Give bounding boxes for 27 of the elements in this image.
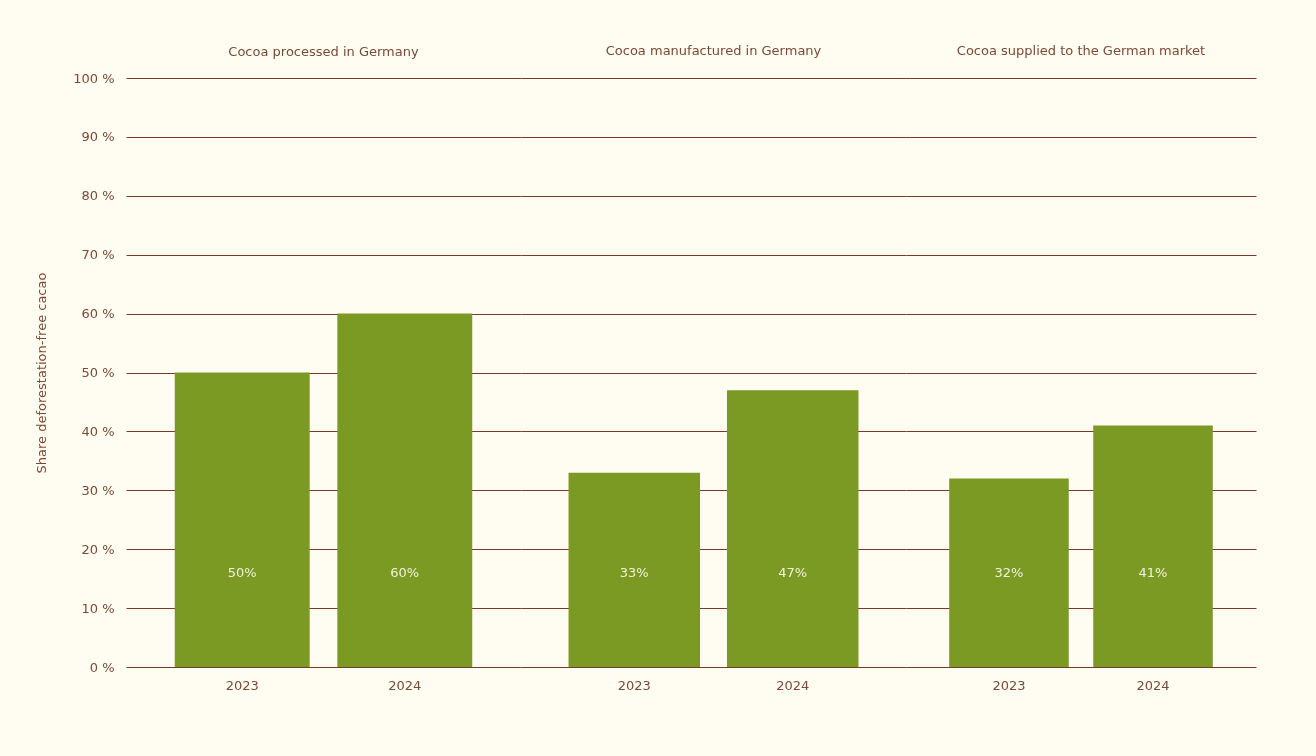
y-axis-title: Share deforestation-free cacao <box>34 272 50 474</box>
x-tick-label: 2024 <box>776 677 810 693</box>
data-label: 60% <box>390 564 420 580</box>
x-tick-label: 2023 <box>225 677 259 693</box>
data-label: 33% <box>619 564 649 580</box>
data-label: 32% <box>994 564 1024 580</box>
y-tick-label: 10 % <box>81 600 115 616</box>
y-tick-label: 60 % <box>81 306 115 322</box>
x-tick-label: 2024 <box>1136 677 1170 693</box>
y-tick-label: 50 % <box>81 365 115 380</box>
y-tick-label: 70 % <box>81 247 115 263</box>
y-tick-label: 20 % <box>81 541 115 557</box>
y-tick-label: 80 % <box>81 188 115 204</box>
y-tick-label: 90 % <box>81 129 115 145</box>
data-label: 41% <box>1138 564 1168 580</box>
y-tick-label: 100 % <box>73 70 115 86</box>
chart-title: Cocoa supplied to the German market <box>956 43 1206 58</box>
x-tick-label: 2023 <box>992 677 1026 693</box>
y-tick-label: 0 % <box>89 659 115 675</box>
chart-title: Cocoa manufactured in Germany <box>605 43 822 58</box>
data-label: 47% <box>778 564 808 580</box>
y-tick-label: 30 % <box>81 482 115 498</box>
x-tick-label: 2024 <box>388 677 422 693</box>
data-label: 50% <box>227 564 257 580</box>
y-tick-label: 40 % <box>81 423 115 439</box>
x-tick-label: 2023 <box>617 677 651 693</box>
chart-title: Cocoa processed in Germany <box>228 44 419 59</box>
